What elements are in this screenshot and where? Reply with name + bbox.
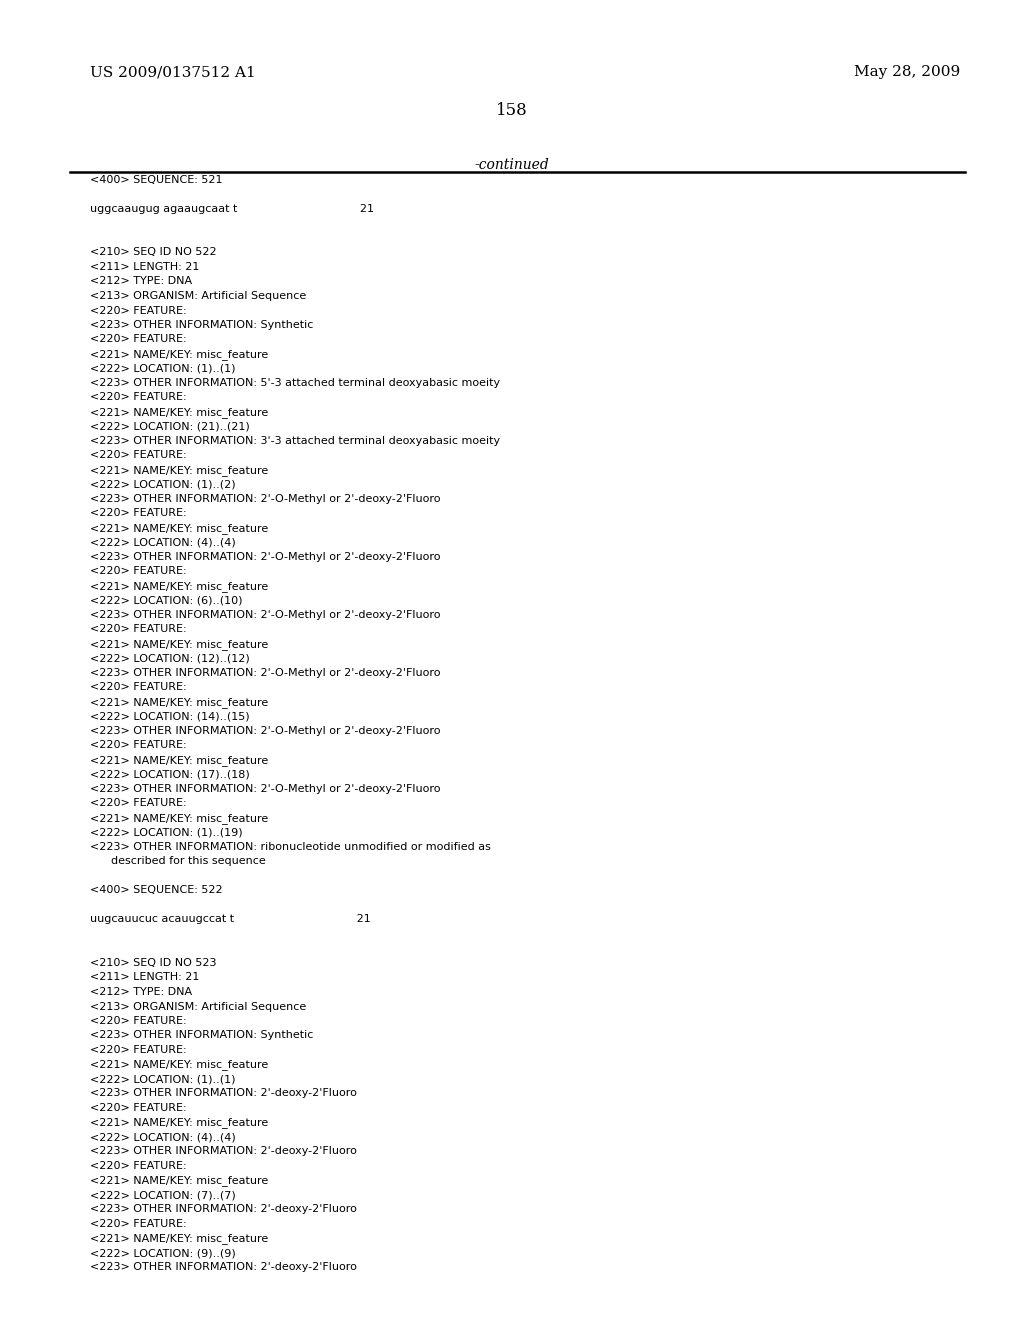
Text: <222> LOCATION: (4)..(4): <222> LOCATION: (4)..(4) (90, 537, 236, 548)
Text: <220> FEATURE:: <220> FEATURE: (90, 1016, 186, 1026)
Text: <223> OTHER INFORMATION: 2'-O-Methyl or 2'-deoxy-2'Fluoro: <223> OTHER INFORMATION: 2'-O-Methyl or … (90, 610, 440, 620)
Text: <222> LOCATION: (6)..(10): <222> LOCATION: (6)..(10) (90, 595, 243, 606)
Text: <223> OTHER INFORMATION: 2'-O-Methyl or 2'-deoxy-2'Fluoro: <223> OTHER INFORMATION: 2'-O-Methyl or … (90, 726, 440, 737)
Text: <400> SEQUENCE: 522: <400> SEQUENCE: 522 (90, 886, 222, 895)
Text: <400> SEQUENCE: 521: <400> SEQUENCE: 521 (90, 176, 222, 185)
Text: <223> OTHER INFORMATION: 2'-O-Methyl or 2'-deoxy-2'Fluoro: <223> OTHER INFORMATION: 2'-O-Methyl or … (90, 784, 440, 795)
Text: <222> LOCATION: (21)..(21): <222> LOCATION: (21)..(21) (90, 421, 250, 432)
Text: <213> ORGANISM: Artificial Sequence: <213> ORGANISM: Artificial Sequence (90, 290, 306, 301)
Text: uugcauucuc acauugccat t                                   21: uugcauucuc acauugccat t 21 (90, 915, 371, 924)
Text: US 2009/0137512 A1: US 2009/0137512 A1 (90, 65, 256, 79)
Text: <221> NAME/KEY: misc_feature: <221> NAME/KEY: misc_feature (90, 697, 268, 708)
Text: <220> FEATURE:: <220> FEATURE: (90, 392, 186, 403)
Text: <220> FEATURE:: <220> FEATURE: (90, 334, 186, 345)
Text: <220> FEATURE:: <220> FEATURE: (90, 508, 186, 519)
Text: <222> LOCATION: (17)..(18): <222> LOCATION: (17)..(18) (90, 770, 250, 780)
Text: <221> NAME/KEY: misc_feature: <221> NAME/KEY: misc_feature (90, 639, 268, 649)
Text: <222> LOCATION: (14)..(15): <222> LOCATION: (14)..(15) (90, 711, 250, 722)
Text: <222> LOCATION: (1)..(19): <222> LOCATION: (1)..(19) (90, 828, 243, 837)
Text: <223> OTHER INFORMATION: Synthetic: <223> OTHER INFORMATION: Synthetic (90, 319, 313, 330)
Text: <223> OTHER INFORMATION: 2'-O-Methyl or 2'-deoxy-2'Fluoro: <223> OTHER INFORMATION: 2'-O-Methyl or … (90, 494, 440, 504)
Text: <210> SEQ ID NO 523: <210> SEQ ID NO 523 (90, 958, 216, 968)
Text: <220> FEATURE:: <220> FEATURE: (90, 1162, 186, 1171)
Text: uggcaaugug agaaugcaat t                                   21: uggcaaugug agaaugcaat t 21 (90, 205, 374, 214)
Text: <223> OTHER INFORMATION: ribonucleotide unmodified or modified as: <223> OTHER INFORMATION: ribonucleotide … (90, 842, 490, 851)
Text: <221> NAME/KEY: misc_feature: <221> NAME/KEY: misc_feature (90, 755, 268, 766)
Text: <211> LENGTH: 21: <211> LENGTH: 21 (90, 973, 200, 982)
Text: <221> NAME/KEY: misc_feature: <221> NAME/KEY: misc_feature (90, 581, 268, 591)
Text: <213> ORGANISM: Artificial Sequence: <213> ORGANISM: Artificial Sequence (90, 1002, 306, 1011)
Text: <222> LOCATION: (4)..(4): <222> LOCATION: (4)..(4) (90, 1133, 236, 1142)
Text: <223> OTHER INFORMATION: 2'-deoxy-2'Fluoro: <223> OTHER INFORMATION: 2'-deoxy-2'Fluo… (90, 1147, 357, 1156)
Text: <221> NAME/KEY: misc_feature: <221> NAME/KEY: misc_feature (90, 1118, 268, 1129)
Text: <220> FEATURE:: <220> FEATURE: (90, 624, 186, 635)
Text: <220> FEATURE:: <220> FEATURE: (90, 450, 186, 461)
Text: <223> OTHER INFORMATION: 2'-deoxy-2'Fluoro: <223> OTHER INFORMATION: 2'-deoxy-2'Fluo… (90, 1262, 357, 1272)
Text: <222> LOCATION: (12)..(12): <222> LOCATION: (12)..(12) (90, 653, 250, 664)
Text: <221> NAME/KEY: misc_feature: <221> NAME/KEY: misc_feature (90, 348, 268, 360)
Text: <221> NAME/KEY: misc_feature: <221> NAME/KEY: misc_feature (90, 465, 268, 477)
Text: <220> FEATURE:: <220> FEATURE: (90, 1218, 186, 1229)
Text: <220> FEATURE:: <220> FEATURE: (90, 305, 186, 315)
Text: <220> FEATURE:: <220> FEATURE: (90, 1045, 186, 1055)
Text: May 28, 2009: May 28, 2009 (854, 65, 961, 79)
Text: <220> FEATURE:: <220> FEATURE: (90, 741, 186, 751)
Text: <221> NAME/KEY: misc_feature: <221> NAME/KEY: misc_feature (90, 523, 268, 533)
Text: <222> LOCATION: (1)..(2): <222> LOCATION: (1)..(2) (90, 479, 236, 490)
Text: <212> TYPE: DNA: <212> TYPE: DNA (90, 987, 193, 997)
Text: described for this sequence: described for this sequence (90, 857, 266, 866)
Text: <222> LOCATION: (1)..(1): <222> LOCATION: (1)..(1) (90, 1074, 236, 1084)
Text: <221> NAME/KEY: misc_feature: <221> NAME/KEY: misc_feature (90, 1176, 268, 1187)
Text: <220> FEATURE:: <220> FEATURE: (90, 682, 186, 693)
Text: -continued: -continued (475, 158, 549, 172)
Text: <221> NAME/KEY: misc_feature: <221> NAME/KEY: misc_feature (90, 813, 268, 824)
Text: <222> LOCATION: (1)..(1): <222> LOCATION: (1)..(1) (90, 363, 236, 374)
Text: <221> NAME/KEY: misc_feature: <221> NAME/KEY: misc_feature (90, 407, 268, 418)
Text: <223> OTHER INFORMATION: Synthetic: <223> OTHER INFORMATION: Synthetic (90, 1031, 313, 1040)
Text: <223> OTHER INFORMATION: 2'-O-Methyl or 2'-deoxy-2'Fluoro: <223> OTHER INFORMATION: 2'-O-Methyl or … (90, 552, 440, 562)
Text: <222> LOCATION: (9)..(9): <222> LOCATION: (9)..(9) (90, 1247, 236, 1258)
Text: <222> LOCATION: (7)..(7): <222> LOCATION: (7)..(7) (90, 1191, 236, 1200)
Text: <223> OTHER INFORMATION: 5'-3 attached terminal deoxyabasic moeity: <223> OTHER INFORMATION: 5'-3 attached t… (90, 378, 500, 388)
Text: <221> NAME/KEY: misc_feature: <221> NAME/KEY: misc_feature (90, 1060, 268, 1071)
Text: 158: 158 (496, 102, 528, 119)
Text: <221> NAME/KEY: misc_feature: <221> NAME/KEY: misc_feature (90, 1233, 268, 1245)
Text: <223> OTHER INFORMATION: 3'-3 attached terminal deoxyabasic moeity: <223> OTHER INFORMATION: 3'-3 attached t… (90, 436, 500, 446)
Text: <223> OTHER INFORMATION: 2'-deoxy-2'Fluoro: <223> OTHER INFORMATION: 2'-deoxy-2'Fluo… (90, 1089, 357, 1098)
Text: <211> LENGTH: 21: <211> LENGTH: 21 (90, 261, 200, 272)
Text: <220> FEATURE:: <220> FEATURE: (90, 1104, 186, 1113)
Text: <210> SEQ ID NO 522: <210> SEQ ID NO 522 (90, 248, 217, 257)
Text: <220> FEATURE:: <220> FEATURE: (90, 799, 186, 808)
Text: <220> FEATURE:: <220> FEATURE: (90, 566, 186, 577)
Text: <223> OTHER INFORMATION: 2'-O-Methyl or 2'-deoxy-2'Fluoro: <223> OTHER INFORMATION: 2'-O-Methyl or … (90, 668, 440, 678)
Text: <223> OTHER INFORMATION: 2'-deoxy-2'Fluoro: <223> OTHER INFORMATION: 2'-deoxy-2'Fluo… (90, 1204, 357, 1214)
Text: <212> TYPE: DNA: <212> TYPE: DNA (90, 276, 193, 286)
